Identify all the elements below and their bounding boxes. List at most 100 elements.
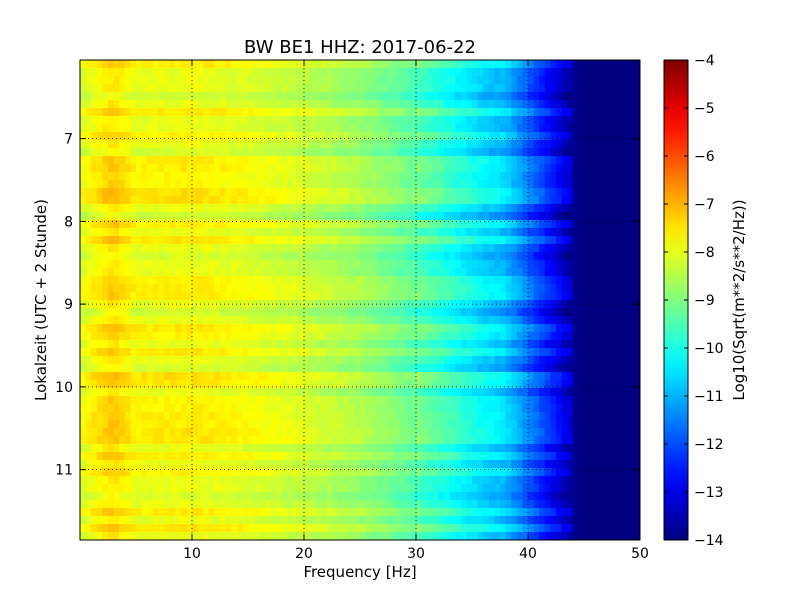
heatmap-cell	[410, 452, 417, 461]
heatmap-cell	[427, 172, 434, 181]
heatmap-cell	[628, 268, 635, 277]
heatmap-cell	[91, 332, 98, 341]
heatmap-cell	[466, 76, 473, 85]
heatmap-cell	[180, 124, 187, 133]
heatmap-cell	[141, 276, 148, 285]
heatmap-cell	[399, 228, 406, 237]
heatmap-cell	[264, 364, 271, 373]
heatmap-cell	[567, 244, 574, 253]
heatmap-cell	[589, 308, 596, 317]
heatmap-cell	[242, 348, 249, 357]
heatmap-cell	[460, 364, 467, 373]
heatmap-cell	[332, 316, 339, 325]
heatmap-cell	[416, 444, 423, 453]
heatmap-cell	[494, 380, 501, 389]
heatmap-cell	[399, 68, 406, 77]
heatmap-cell	[197, 308, 204, 317]
heatmap-cell	[438, 420, 445, 429]
heatmap-cell	[416, 108, 423, 117]
heatmap-cell	[281, 140, 288, 149]
heatmap-cell	[589, 92, 596, 101]
heatmap-cell	[533, 428, 540, 437]
heatmap-cell	[449, 132, 456, 141]
heatmap-cell	[259, 420, 266, 429]
heatmap-cell	[208, 372, 215, 381]
heatmap-cell	[175, 316, 182, 325]
heatmap-cell	[337, 124, 344, 133]
heatmap-cell	[152, 420, 159, 429]
heatmap-cell	[522, 116, 529, 125]
heatmap-cell	[164, 228, 171, 237]
heatmap-cell	[169, 84, 176, 93]
heatmap-cell	[438, 156, 445, 165]
heatmap-cell	[438, 196, 445, 205]
heatmap-cell	[304, 396, 311, 405]
heatmap-cell	[197, 412, 204, 421]
heatmap-cell	[214, 388, 221, 397]
heatmap-cell	[332, 68, 339, 77]
heatmap-cell	[315, 268, 322, 277]
heatmap-cell	[589, 172, 596, 181]
heatmap-cell	[472, 316, 479, 325]
heatmap-cell	[578, 132, 585, 141]
heatmap-cell	[332, 388, 339, 397]
heatmap-cell	[623, 92, 630, 101]
heatmap-cell	[522, 332, 529, 341]
heatmap-cell	[578, 332, 585, 341]
heatmap-cell	[326, 124, 333, 133]
heatmap-cell	[80, 196, 87, 205]
heatmap-cell	[382, 348, 389, 357]
heatmap-cell	[169, 132, 176, 141]
heatmap-cell	[612, 76, 619, 85]
heatmap-cell	[365, 364, 372, 373]
heatmap-cell	[264, 356, 271, 365]
heatmap-cell	[516, 388, 523, 397]
heatmap-cell	[572, 140, 579, 149]
heatmap-cell	[623, 84, 630, 93]
heatmap-cell	[399, 148, 406, 157]
heatmap-cell	[130, 396, 137, 405]
heatmap-cell	[617, 324, 624, 333]
heatmap-cell	[158, 60, 165, 69]
heatmap-cell	[147, 68, 154, 77]
heatmap-cell	[466, 292, 473, 301]
heatmap-cell	[292, 204, 299, 213]
heatmap-cell	[488, 348, 495, 357]
heatmap-cell	[623, 236, 630, 245]
heatmap-cell	[242, 420, 249, 429]
heatmap-cell	[242, 444, 249, 453]
heatmap-cell	[236, 252, 243, 261]
heatmap-cell	[561, 284, 568, 293]
heatmap-cell	[556, 92, 563, 101]
heatmap-cell	[360, 436, 367, 445]
heatmap-cell	[505, 244, 512, 253]
heatmap-cell	[276, 132, 283, 141]
heatmap-cell	[500, 220, 507, 229]
heatmap-cell	[236, 100, 243, 109]
heatmap-cell	[309, 172, 316, 181]
heatmap-cell	[556, 428, 563, 437]
heatmap-cell	[561, 428, 568, 437]
heatmap-cell	[119, 404, 126, 413]
heatmap-cell	[589, 340, 596, 349]
heatmap-cell	[225, 156, 232, 165]
heatmap-cell	[80, 236, 87, 245]
heatmap-cell	[388, 124, 395, 133]
heatmap-cell	[511, 356, 518, 365]
heatmap-cell	[399, 188, 406, 197]
heatmap-cell	[91, 108, 98, 117]
heatmap-cell	[460, 396, 467, 405]
heatmap-cell	[270, 196, 277, 205]
heatmap-cell	[102, 364, 109, 373]
heatmap-cell	[360, 300, 367, 309]
heatmap-cell	[595, 348, 602, 357]
heatmap-cell	[466, 236, 473, 245]
heatmap-cell	[539, 268, 546, 277]
heatmap-cell	[225, 372, 232, 381]
heatmap-cell	[287, 420, 294, 429]
heatmap-cell	[91, 60, 98, 69]
heatmap-cell	[253, 236, 260, 245]
heatmap-cell	[488, 212, 495, 221]
heatmap-cell	[320, 60, 327, 69]
heatmap-cell	[628, 148, 635, 157]
